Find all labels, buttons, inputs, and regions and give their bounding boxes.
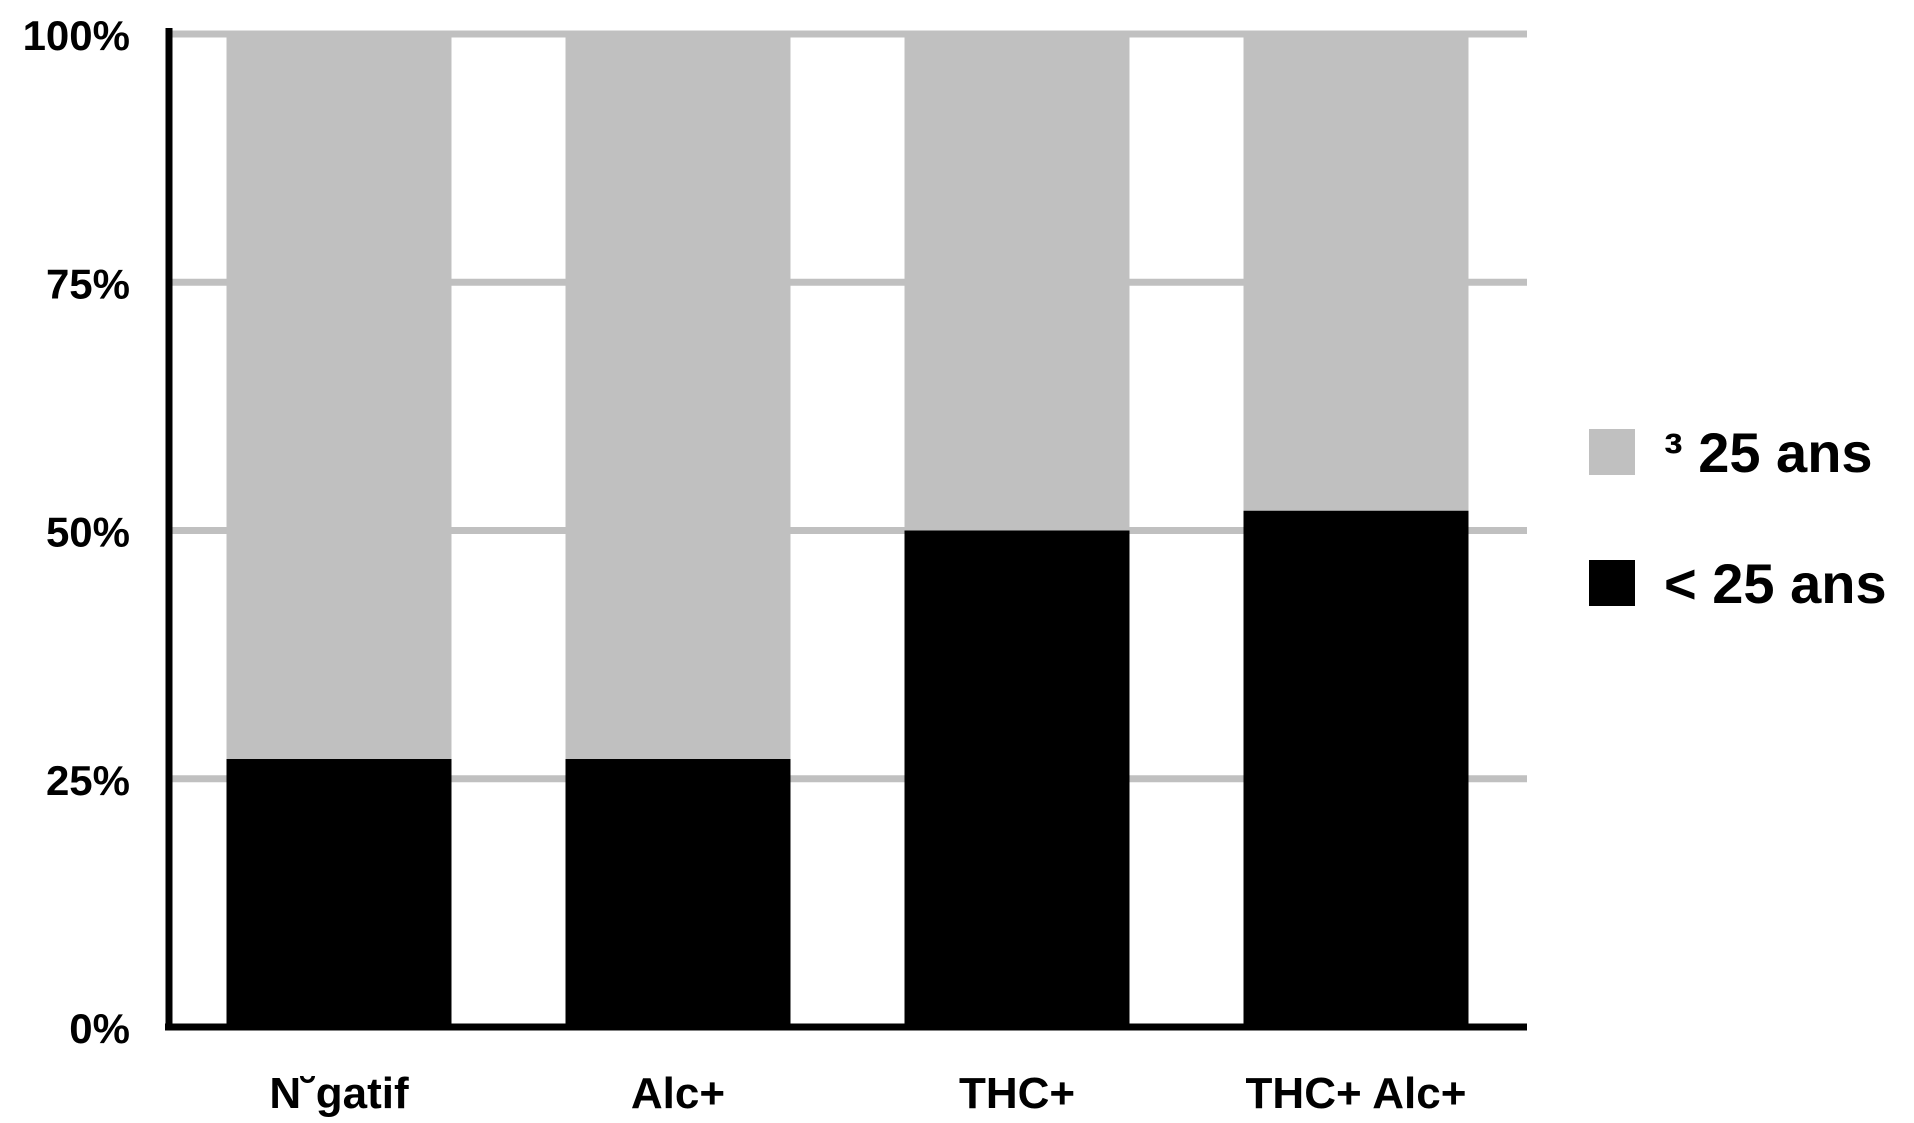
bar-segment [226, 34, 452, 759]
bar-segment [904, 34, 1130, 531]
y-tick-labels: 0% 25% 50% 75% 100% [23, 12, 130, 1052]
legend: ³ 25 ans < 25 ans [1589, 421, 1887, 615]
y-tick-label: 25% [46, 757, 130, 804]
x-tick-label: N˘gatif [269, 1069, 409, 1118]
bar-segment [1243, 510, 1469, 1027]
bar-segment [1243, 34, 1469, 511]
x-tick-label: THC+ Alc+ [1246, 1069, 1467, 1118]
legend-label: ³ 25 ans [1664, 421, 1873, 484]
legend-swatch [1589, 429, 1635, 475]
legend-label: < 25 ans [1664, 552, 1887, 615]
y-tick-label: 0% [69, 1005, 130, 1052]
x-tick-labels: N˘gatif Alc+ THC+ THC+ Alc+ [269, 1069, 1466, 1118]
y-tick-label: 50% [46, 509, 130, 556]
x-tick-label: Alc+ [631, 1069, 725, 1118]
y-tick-label: 75% [46, 260, 130, 307]
bars [226, 34, 1469, 1027]
bar-segment [904, 530, 1130, 1027]
bar-segment [226, 758, 452, 1027]
y-tick-label: 100% [23, 12, 130, 59]
axes [165, 28, 1527, 1031]
bar-segment [565, 34, 791, 759]
legend-swatch [1589, 560, 1635, 606]
x-tick-label: THC+ [959, 1069, 1075, 1118]
bar-segment [565, 758, 791, 1027]
